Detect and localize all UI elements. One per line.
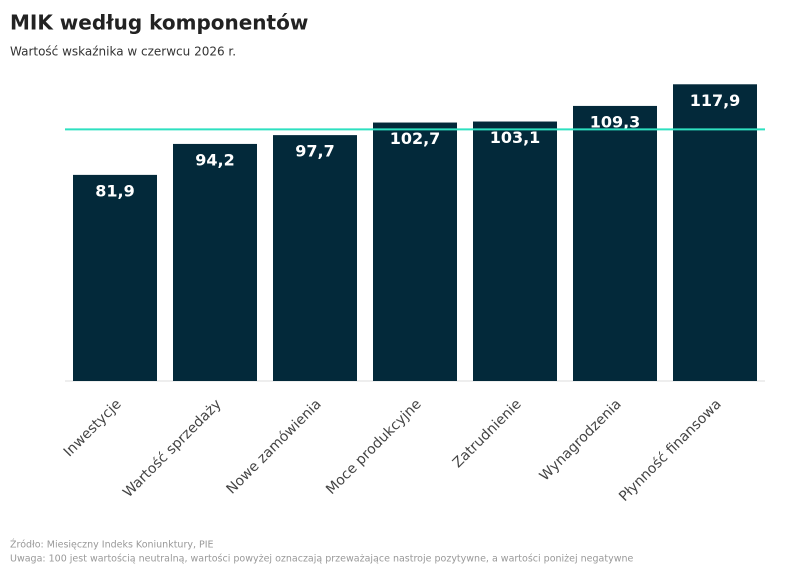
value-label: 102,7 — [390, 129, 441, 148]
bar — [273, 135, 357, 381]
source: Źródło: Miesięczny Indeks Koniunktury, P… — [10, 539, 214, 551]
bar — [73, 174, 157, 381]
chart-subtitle: Wartość wskaźnika w czerwcu 2026 r. — [10, 45, 236, 59]
value-label: 109,3 — [590, 112, 641, 131]
bar — [173, 143, 257, 381]
value-label: 94,2 — [195, 150, 234, 169]
x-tick-label: Nowe zamówienia — [224, 396, 325, 497]
x-tick-label: Wartość sprzedaży — [120, 396, 224, 500]
bar — [673, 84, 757, 381]
value-label: 103,1 — [490, 128, 541, 147]
x-tick-label: Zatrudnienie — [450, 396, 525, 471]
bar — [373, 122, 457, 381]
chart-title: MIK według komponentów — [10, 11, 308, 35]
value-label: 117,9 — [690, 91, 741, 110]
x-tick-label: Inwestycje — [61, 396, 125, 460]
value-label: 81,9 — [95, 181, 134, 200]
bar — [573, 105, 657, 381]
x-tick-label: Płynność finansowa — [616, 396, 725, 505]
x-tick-label: Wynagrodzenia — [537, 396, 625, 484]
bar — [473, 121, 557, 381]
note: Uwaga: 100 jest wartością neutralną, war… — [10, 554, 634, 565]
value-label: 97,7 — [295, 142, 334, 161]
x-tick-label: Moce produkcyjne — [323, 396, 424, 497]
